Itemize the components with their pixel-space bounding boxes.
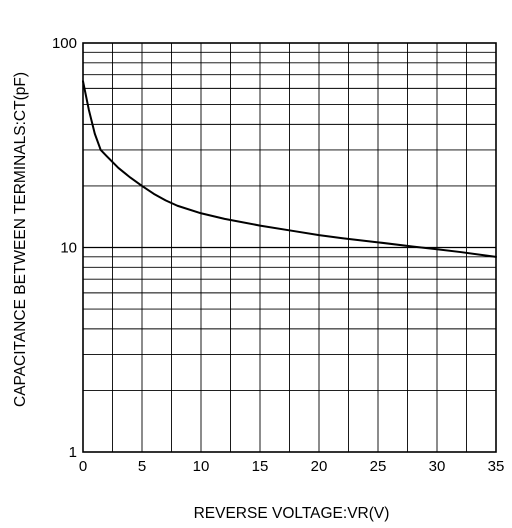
y-tick-label: 1 (69, 444, 77, 461)
plot-frame (82, 42, 497, 453)
x-tick-label: 25 (370, 458, 387, 475)
y-tick-labels: 1 10 100 (52, 35, 77, 461)
grid (83, 43, 496, 452)
y-tick-label: 100 (52, 35, 77, 52)
capacitance-curve (82, 80, 497, 258)
x-tick-label: 20 (311, 458, 328, 475)
x-axis-title: REVERSE VOLTAGE:VR(V) (194, 505, 390, 522)
x-tick-label: 15 (252, 458, 269, 475)
x-tick-label: 35 (488, 458, 505, 475)
x-tick-label: 10 (193, 458, 210, 475)
x-tick-labels: 0 5 10 15 20 25 30 35 (79, 458, 505, 475)
series-layer (82, 80, 497, 258)
x-tick-label: 5 (138, 458, 146, 475)
x-tick-label: 0 (79, 458, 87, 475)
y-tick-label: 10 (60, 240, 77, 257)
x-tick-label: 30 (429, 458, 446, 475)
y-axis-title: CAPACITANCE BETWEEN TERMINALS:CT(pF) (12, 72, 29, 407)
